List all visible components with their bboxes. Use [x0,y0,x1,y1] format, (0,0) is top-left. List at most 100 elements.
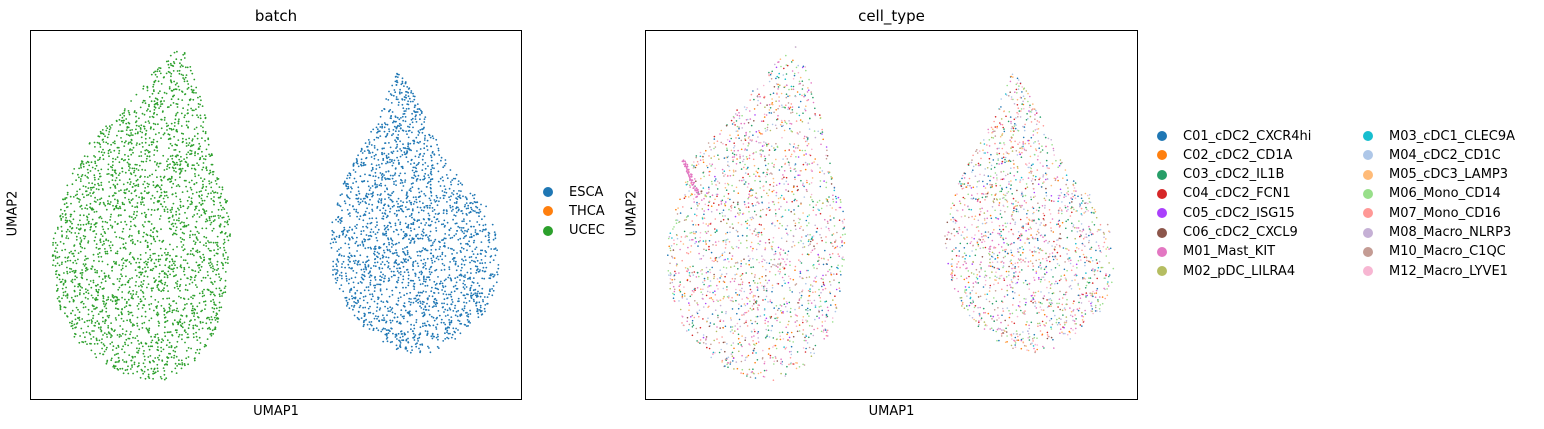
scatter-point [422,218,425,220]
scatter-point [213,293,215,296]
scatter-point [124,196,126,199]
scatter-point [63,209,66,212]
scatter-point [453,257,456,259]
scatter-point [385,230,387,233]
scatter-point [160,203,163,206]
scatter-point [788,95,791,97]
scatter-point [335,218,337,221]
scatter-point [195,86,198,89]
scatter-point [342,232,345,235]
scatter-point [357,154,359,157]
scatter-point [334,268,336,271]
scatter-point [150,229,152,232]
scatter-point [154,73,157,76]
scatter-point [209,223,212,226]
scatter-point [141,146,144,148]
scatter-point [201,309,204,312]
scatter-point [177,154,179,157]
scatter-point [350,305,353,307]
scatter-point [476,292,478,295]
scatter-point [163,316,166,319]
scatter-point [98,203,101,206]
scatter-point [186,253,189,256]
scatter-point [451,333,454,336]
scatter-point [202,276,205,279]
scatter-point [78,188,81,191]
scatter-point [61,287,64,290]
scatter-point [152,235,155,238]
scatter-point [477,290,479,293]
scatter-point [421,271,423,274]
scatter-point [362,243,365,246]
scatter-point [135,214,138,217]
scatter-point [411,121,414,124]
scatter-point [88,319,91,322]
scatter-point [387,265,390,267]
scatter-point [173,149,176,151]
scatter-point [385,162,387,165]
scatter-point [400,261,403,263]
scatter-point [352,260,355,262]
scatter-point [145,149,148,151]
scatter-point [175,130,178,132]
scatter-point [70,268,73,270]
scatter-point [761,255,763,257]
scatter-point [146,192,148,194]
scatter-point [365,234,368,236]
scatter-point [166,297,169,300]
scatter-point [151,289,153,292]
scatter-point [190,88,193,91]
scatter-point [160,188,162,191]
scatter-point [160,341,163,344]
scatter-point [407,125,409,128]
scatter-point [138,362,140,364]
scatter-point [106,173,109,176]
scatter-point [381,319,383,321]
scatter-point [415,121,418,123]
scatter-point [435,301,438,304]
scatter-point [198,147,200,149]
scatter-point [111,124,113,126]
scatter-point [374,248,377,251]
scatter-point [375,255,378,258]
scatter-point [58,278,61,281]
scatter-point [113,140,116,143]
scatter-point [155,341,158,344]
scatter-point [195,335,198,338]
scatter-point [207,316,210,319]
scatter-point [75,179,77,182]
scatter-point [152,227,155,230]
scatter-point [380,200,383,202]
scatter-point [216,317,219,319]
scatter-point [186,207,189,210]
scatter-point [73,270,75,272]
scatter-point [94,324,96,327]
scatter-point [82,332,85,334]
scatter-point [200,257,203,259]
scatter-point [374,233,377,236]
scatter-point [383,126,386,129]
scatter-point [433,240,436,243]
scatter-point [366,222,369,225]
scatter-point [385,216,388,219]
scatter-point [406,350,409,352]
scatter-point [162,154,165,157]
scatter-point [449,277,452,279]
scatter-point [212,220,215,223]
scatter-point [208,216,211,218]
scatter-point [204,117,207,120]
scatter-point [348,307,351,310]
scatter-point [375,126,378,129]
scatter-point [223,238,226,241]
scatter-point [147,375,150,378]
scatter-point [120,311,123,314]
scatter-point [418,108,420,110]
scatter-point [449,204,451,207]
scatter-point [52,241,54,244]
scatter-point [431,259,433,262]
scatter-point [393,316,396,319]
scatter-point [413,95,416,98]
scatter-point [381,153,383,155]
scatter-point [170,122,173,125]
scatter-point [420,222,423,225]
